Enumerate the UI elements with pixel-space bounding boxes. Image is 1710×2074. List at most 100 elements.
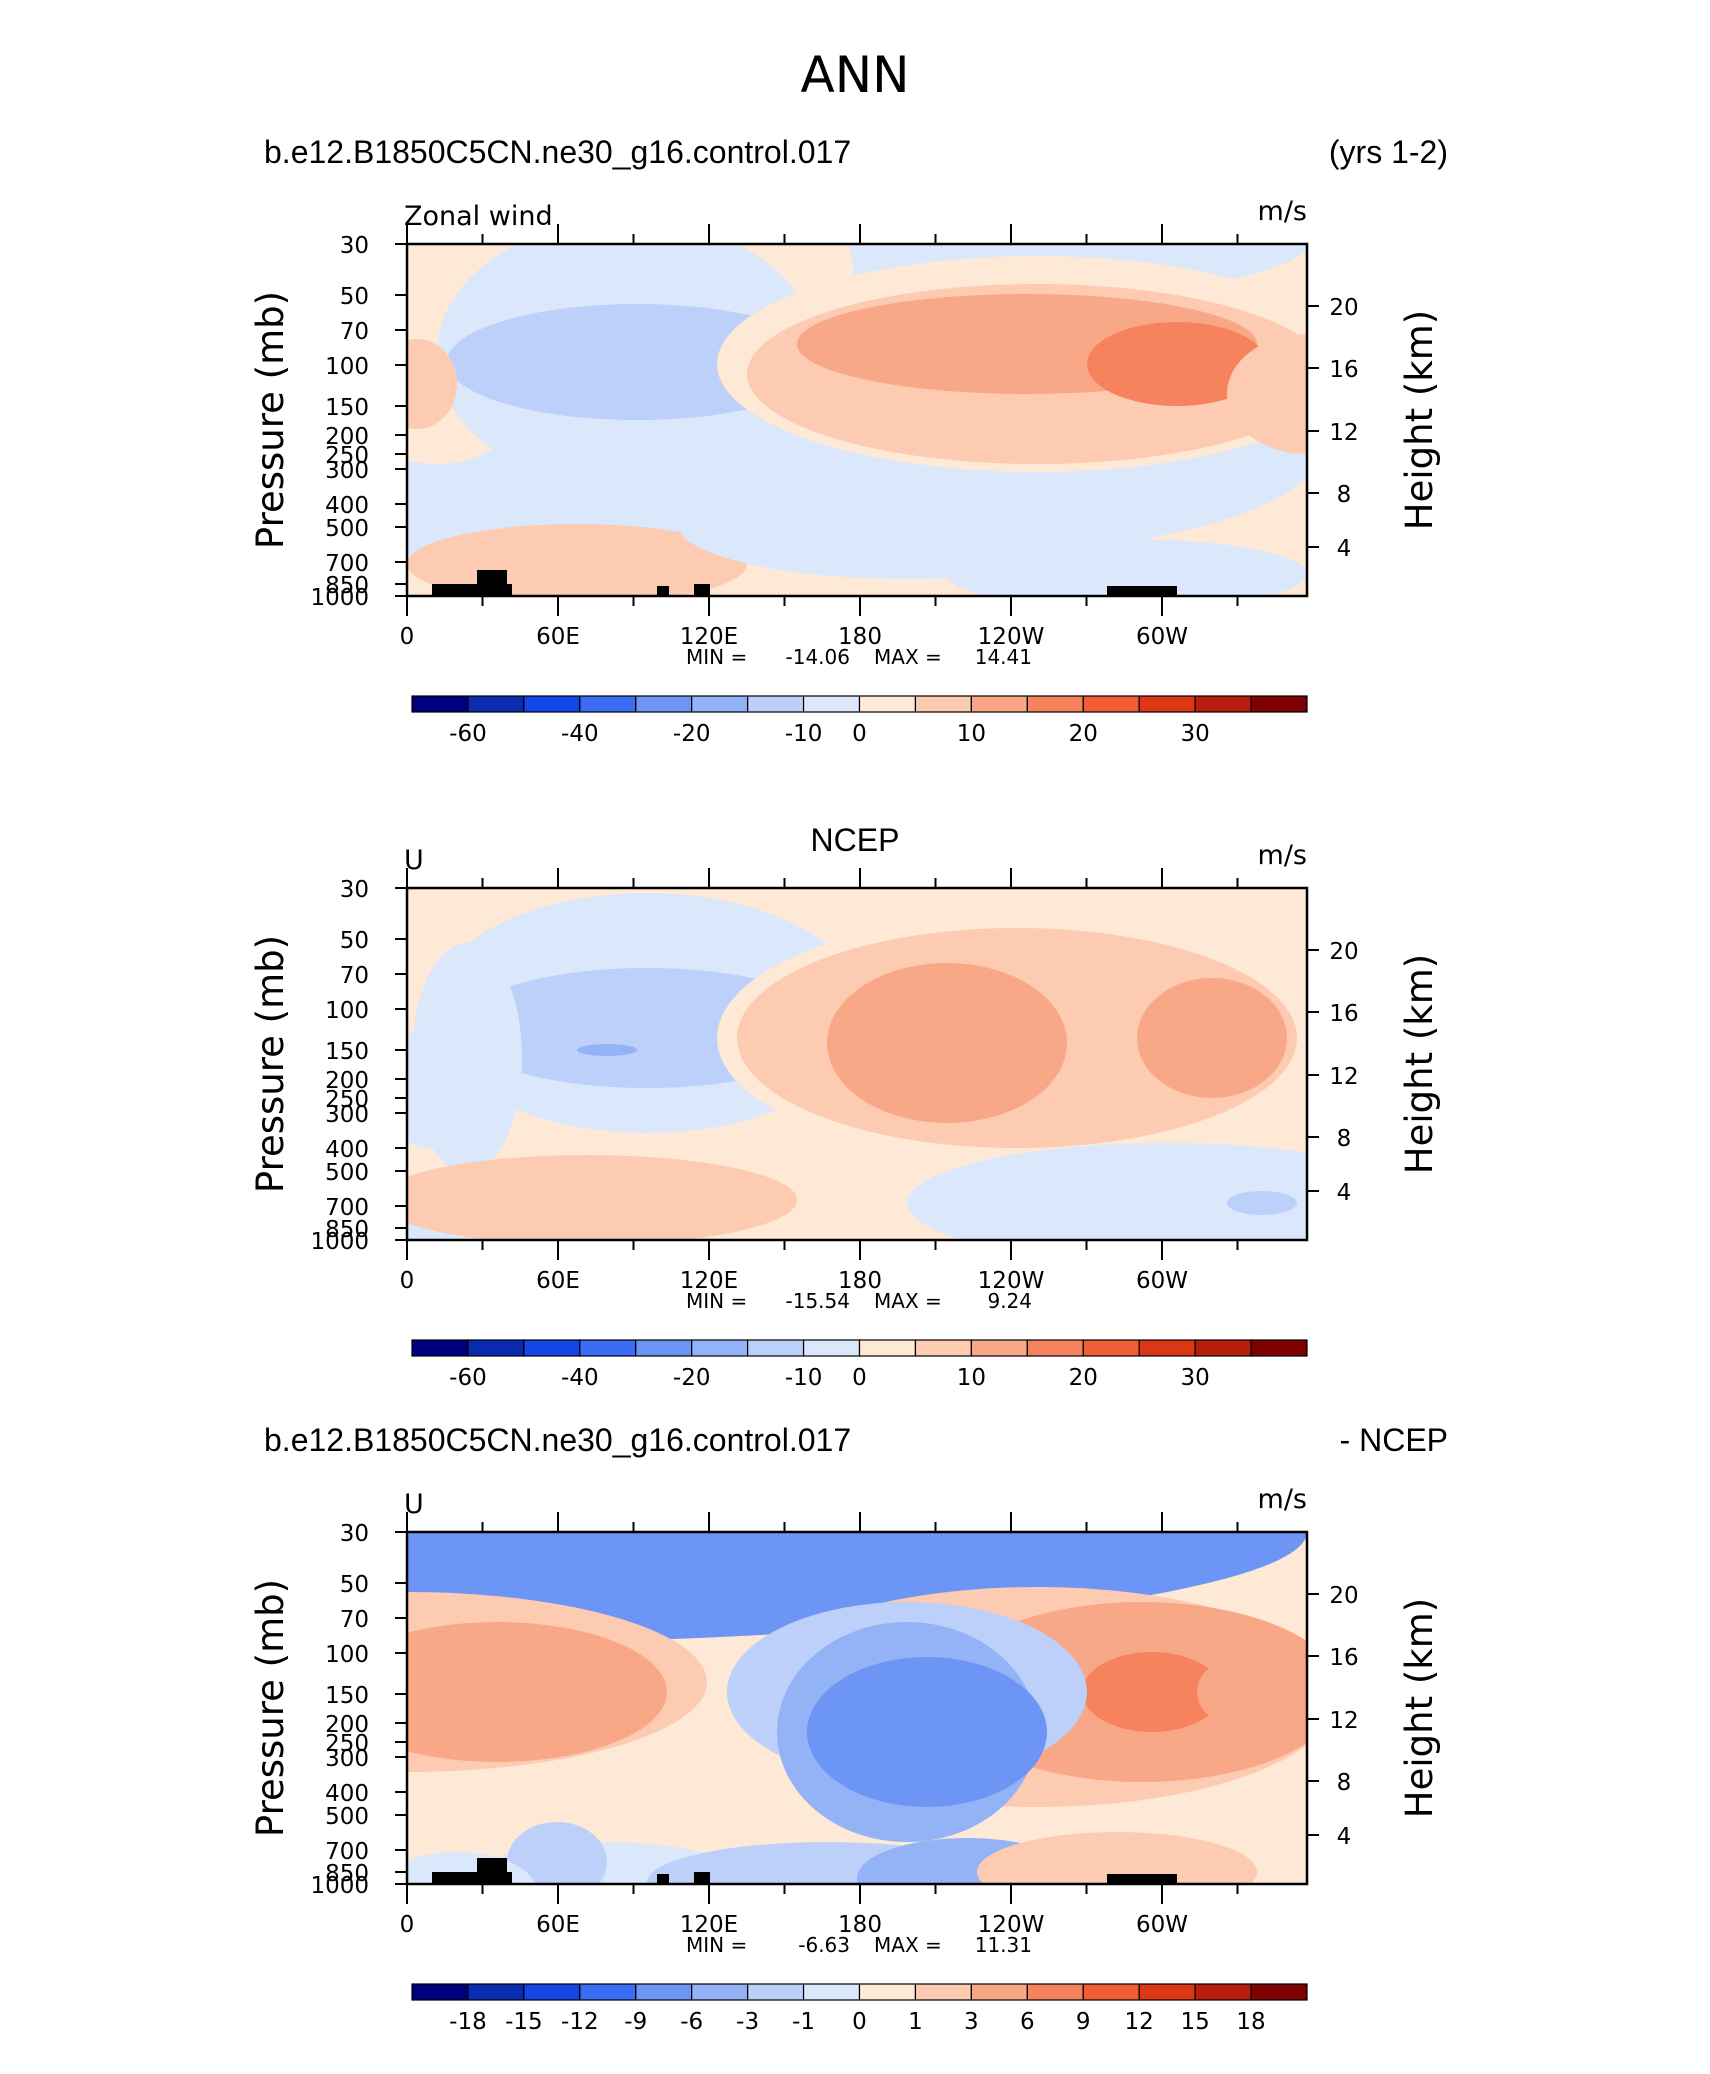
colorbar-label: -10: [785, 721, 823, 747]
topography-mask: [477, 570, 507, 584]
y-tick-label: 850: [325, 1217, 369, 1243]
colorbar-label: 0: [852, 1365, 867, 1391]
contour-region: [577, 1044, 637, 1056]
contour-region: [1137, 978, 1287, 1098]
units-label: m/s: [1258, 1484, 1307, 1515]
y-tick-label: 400: [325, 1781, 369, 1807]
contour-region: [1082, 1652, 1222, 1732]
contour-region: [507, 1822, 607, 1884]
units-label: m/s: [1258, 840, 1307, 871]
contour-region: [407, 1532, 1307, 1644]
max-label: MAX =: [874, 1933, 942, 1957]
colorbar-cell: [635, 1339, 693, 1357]
y-tick-label: 700: [325, 1195, 369, 1221]
colorbar-label: -10: [785, 1365, 823, 1391]
units-label: m/s: [1258, 196, 1307, 227]
x-tick-label: 60E: [536, 1912, 580, 1938]
x-tick-label: 60E: [536, 624, 580, 650]
colorbar-cell: [691, 1339, 749, 1357]
contour-region: [1087, 322, 1267, 406]
colorbar-label: 15: [1180, 2009, 1209, 2035]
y-axis-label: Pressure (mb): [249, 291, 292, 549]
variable-label: Zonal wind: [404, 201, 553, 232]
x-tick-label: 120E: [680, 1912, 738, 1938]
y-tick-label: 30: [340, 877, 369, 903]
y-right-tick-label: 16: [1329, 1001, 1358, 1027]
colorbar-cell: [802, 1983, 861, 2001]
y-tick-label: 200: [325, 1712, 369, 1738]
y-tick-label: 30: [340, 233, 369, 259]
colorbar-cell: [747, 695, 805, 713]
y-right-tick-label: 4: [1337, 1180, 1352, 1206]
topography-mask: [657, 586, 669, 596]
colorbar-cell: [1194, 1339, 1252, 1357]
colorbar-cell: [523, 695, 581, 713]
colorbar-cell: [411, 1983, 469, 2001]
colorbar-cell: [411, 1339, 469, 1357]
contour-region: [407, 1028, 467, 1148]
contour-field: [407, 1532, 1307, 1884]
colorbar-cell: [1026, 1339, 1084, 1357]
y-right-tick-label: 8: [1337, 482, 1352, 508]
y-right-tick-label: 12: [1329, 1064, 1358, 1090]
y-tick-label: 150: [325, 1683, 369, 1709]
topography-mask: [432, 1872, 512, 1884]
colorbar-cell: [411, 695, 469, 713]
topography-mask: [694, 1872, 710, 1884]
colorbar-cell: [970, 695, 1028, 713]
y-tick-label: 500: [325, 1804, 369, 1830]
contour-field: [407, 888, 1307, 1240]
contour-region: [1227, 334, 1307, 454]
y-right-tick-label: 12: [1329, 420, 1358, 446]
y-tick-label: 500: [325, 1160, 369, 1186]
colorbar-label: -20: [673, 1365, 711, 1391]
topography-mask: [694, 584, 710, 596]
min-label: MIN =: [686, 1933, 747, 1957]
y-right-tick-label: 16: [1329, 357, 1358, 383]
colorbar-label: -1: [792, 2009, 815, 2035]
colorbar-label: -3: [736, 2009, 759, 2035]
y-tick-label: 400: [325, 1137, 369, 1163]
panel-left-title: b.e12.B1850C5CN.ne30_g16.control.017: [264, 134, 851, 170]
colorbar-cell: [1026, 695, 1084, 713]
panel-left-title: b.e12.B1850C5CN.ne30_g16.control.017: [264, 1422, 851, 1458]
colorbar-cell: [1250, 1983, 1308, 2001]
topography-mask: [477, 1858, 507, 1872]
colorbar-label: 9: [1076, 2009, 1091, 2035]
colorbar-label: 1: [908, 2009, 923, 2035]
y-right-tick-label: 16: [1329, 1645, 1358, 1671]
colorbar-label: -12: [561, 2009, 599, 2035]
y-tick-label: 300: [325, 1746, 369, 1772]
colorbar-label: -9: [624, 2009, 647, 2035]
plot-frame: [405, 1530, 1309, 1886]
y-tick-label: 30: [340, 1521, 369, 1547]
y-tick-label: 300: [325, 458, 369, 484]
colorbar-cell: [467, 695, 525, 713]
colorbar-label: -15: [505, 2009, 543, 2035]
colorbar-label: 20: [1069, 721, 1098, 747]
colorbar-cell: [1250, 695, 1308, 713]
colorbar-cell: [1082, 1339, 1140, 1357]
topography-mask: [657, 1874, 669, 1884]
y-right-axis-label: Height (km): [1398, 1598, 1441, 1818]
x-tick-label: 60W: [1136, 624, 1188, 650]
y-tick-label: 500: [325, 516, 369, 542]
colorbar: -60 -40 -20 -10 0 10 20 30: [411, 1339, 1308, 1391]
y-right-tick-label: 8: [1337, 1126, 1352, 1152]
panel-right-title: (yrs 1-2): [1329, 134, 1448, 170]
colorbar-label: 30: [1180, 1365, 1209, 1391]
y-tick-label: 50: [340, 1572, 369, 1598]
x-tick-label: 0: [400, 624, 415, 650]
max-label: MAX =: [874, 1289, 942, 1313]
colorbar-cell: [802, 695, 861, 713]
colorbar-cell: [691, 695, 749, 713]
colorbar-label: 6: [1020, 2009, 1035, 2035]
y-tick-label: 70: [340, 1607, 369, 1633]
colorbar-cell: [1082, 695, 1140, 713]
y-tick-label: 1000: [310, 1873, 369, 1899]
y-tick-label: 50: [340, 284, 369, 310]
x-tick-label: 180: [838, 1912, 882, 1938]
colorbar-cell: [467, 1983, 525, 2001]
y-right-tick-label: 20: [1329, 1583, 1358, 1609]
